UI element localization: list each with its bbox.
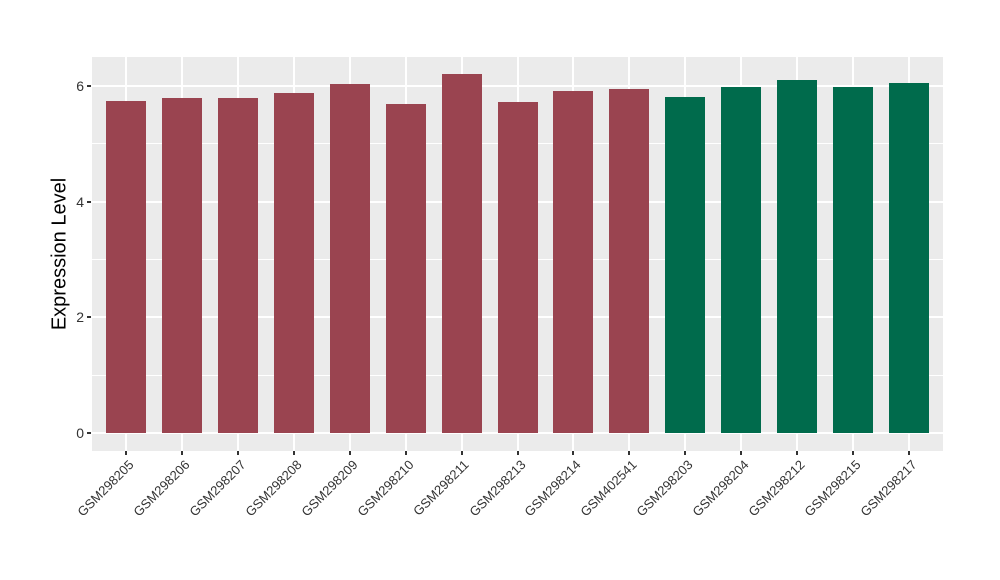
bar-GSM298206: [161, 98, 202, 434]
bar-GSM298211: [441, 74, 482, 434]
bar-GSM298217: [889, 83, 930, 434]
bar-GSM298203: [665, 97, 706, 434]
x-tick-mark: [628, 451, 631, 455]
y-tick-label: 2: [76, 309, 84, 326]
y-tick-mark: [87, 84, 91, 87]
x-tick-label-GSM298215: GSM298215: [801, 457, 865, 520]
x-tick-label-GSM298212: GSM298212: [745, 457, 809, 520]
y-tick-label: 0: [76, 425, 84, 442]
x-tick-mark: [236, 451, 239, 455]
x-tick-label-GSM298204: GSM298204: [689, 457, 753, 520]
x-tick-label-GSM298217: GSM298217: [857, 457, 921, 520]
y-tick-label: 6: [76, 77, 84, 94]
y-tick-mark: [87, 432, 91, 435]
x-tick-mark: [740, 451, 743, 455]
x-tick-label-GSM298211: GSM298211: [410, 457, 473, 519]
x-tick-mark: [292, 451, 295, 455]
x-tick-label-GSM298208: GSM298208: [241, 457, 305, 520]
x-tick-label-GSM298210: GSM298210: [353, 457, 417, 520]
x-tick-label-GSM298205: GSM298205: [73, 457, 137, 520]
x-tick-label-GSM298209: GSM298209: [297, 457, 361, 520]
bar-GSM298205: [105, 100, 146, 434]
bar-GSM298208: [273, 93, 314, 434]
x-tick-mark: [516, 451, 519, 455]
x-tick-mark: [404, 451, 407, 455]
x-tick-mark: [572, 451, 575, 455]
bar-GSM298212: [777, 79, 818, 434]
x-tick-label-GSM298214: GSM298214: [521, 457, 585, 520]
plot-panel: [92, 57, 943, 451]
x-tick-label-GSM298207: GSM298207: [185, 457, 249, 520]
bar-GSM298210: [385, 104, 426, 434]
x-tick-label-GSM402541: GSM402541: [577, 457, 641, 520]
x-tick-mark: [348, 451, 351, 455]
bar-GSM298214: [553, 91, 594, 434]
x-tick-label-GSM298213: GSM298213: [465, 457, 529, 520]
y-tick-mark: [87, 316, 91, 319]
x-tick-mark: [460, 451, 463, 455]
x-tick-label-GSM298203: GSM298203: [633, 457, 697, 520]
bar-GSM298213: [497, 101, 538, 434]
x-tick-label-GSM298206: GSM298206: [129, 457, 193, 520]
bar-GSM298204: [721, 87, 762, 434]
x-tick-mark: [908, 451, 911, 455]
x-tick-mark: [684, 451, 687, 455]
y-tick-label: 4: [76, 193, 84, 210]
bar-GSM298207: [217, 98, 258, 434]
y-tick-mark: [87, 200, 91, 203]
x-tick-mark: [180, 451, 183, 455]
bar-GSM402541: [609, 88, 650, 434]
bar-GSM298209: [329, 83, 370, 434]
bar-GSM298215: [833, 87, 874, 434]
x-tick-mark: [852, 451, 855, 455]
x-tick-mark: [796, 451, 799, 455]
x-tick-mark: [124, 451, 127, 455]
